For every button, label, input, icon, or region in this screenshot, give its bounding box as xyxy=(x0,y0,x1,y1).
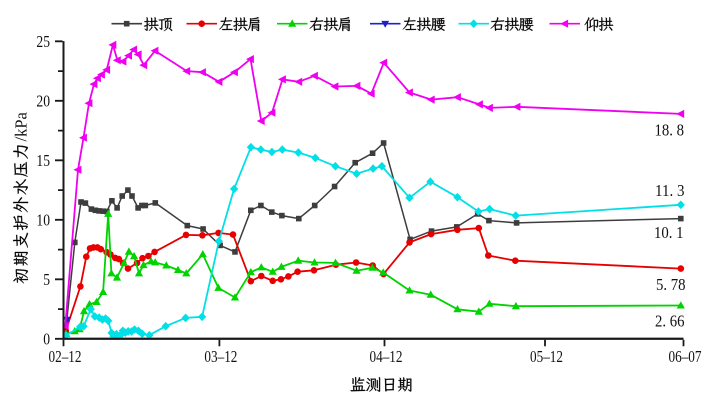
svg-text:15: 15 xyxy=(36,151,50,170)
svg-text:2. 66: 2. 66 xyxy=(655,312,685,331)
svg-text:5. 78: 5. 78 xyxy=(656,275,686,294)
svg-text:5: 5 xyxy=(43,270,50,289)
svg-text:03–12: 03–12 xyxy=(204,347,237,366)
svg-text:11. 3: 11. 3 xyxy=(655,181,685,200)
svg-text:20: 20 xyxy=(36,91,50,110)
svg-text:0: 0 xyxy=(43,329,50,348)
svg-text:02–12: 02–12 xyxy=(49,347,82,366)
svg-text:10: 10 xyxy=(36,210,50,229)
svg-text:25: 25 xyxy=(36,32,50,51)
svg-text:18. 8: 18. 8 xyxy=(655,121,685,140)
svg-text:/kPa: /kPa xyxy=(12,111,31,141)
svg-text:10. 1: 10. 1 xyxy=(654,223,684,242)
svg-text:05–12: 05–12 xyxy=(530,347,563,366)
svg-text:04–12: 04–12 xyxy=(370,347,403,366)
svg-text:06–07: 06–07 xyxy=(669,347,702,366)
